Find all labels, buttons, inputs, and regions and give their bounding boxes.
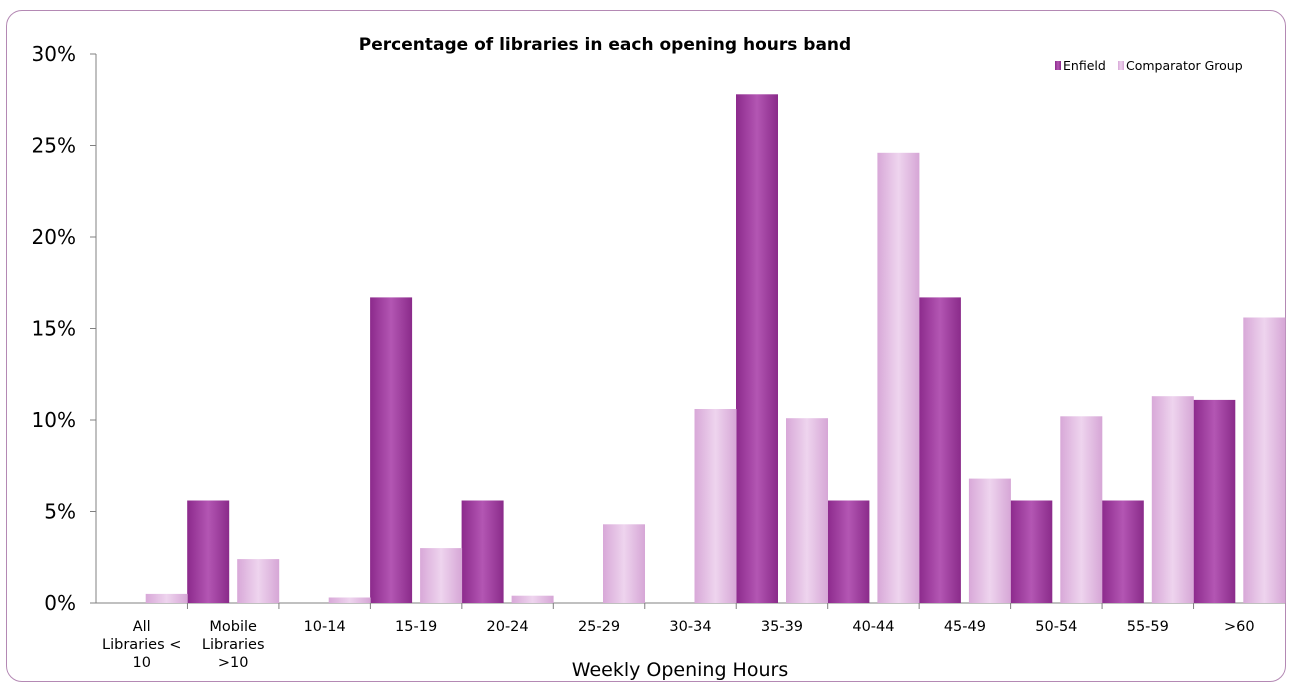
y-tick-label: 20% bbox=[32, 225, 76, 249]
bar-enfield bbox=[1193, 399, 1236, 603]
bar-comparator bbox=[145, 593, 188, 603]
x-category-label: 20-24 bbox=[487, 619, 529, 635]
bar-enfield bbox=[1010, 500, 1053, 603]
x-category-label: 55-59 bbox=[1127, 619, 1169, 635]
bar-enfield bbox=[1101, 500, 1144, 603]
bar-enfield bbox=[461, 500, 504, 603]
x-category-label: 40-44 bbox=[852, 619, 894, 635]
bar-comparator bbox=[511, 595, 554, 603]
y-tick-label: 0% bbox=[44, 591, 76, 615]
legend: Enfield Comparator Group bbox=[1055, 58, 1243, 73]
bar-enfield bbox=[187, 500, 230, 603]
x-axis-categories: All Libraries <10 Mobile Libraries >10 10-14 1… bbox=[102, 603, 1255, 671]
legend-label-comparator: Comparator Group bbox=[1126, 58, 1243, 73]
bar-comparator bbox=[237, 559, 280, 603]
bar-comparator bbox=[1151, 396, 1194, 603]
y-tick-label: 25% bbox=[32, 134, 76, 158]
y-tick-label: 5% bbox=[44, 500, 76, 524]
x-category-label: 30-34 bbox=[669, 619, 711, 635]
x-category-label: >60 bbox=[1224, 619, 1255, 635]
bar-comparator bbox=[1060, 416, 1103, 603]
y-tick-label: 10% bbox=[32, 408, 76, 432]
chart-title: Percentage of libraries in each opening … bbox=[359, 35, 851, 55]
bar-enfield bbox=[370, 297, 413, 603]
y-tick-label: 15% bbox=[32, 317, 76, 341]
legend-swatch-enfield bbox=[1055, 61, 1061, 70]
bar-comparator bbox=[1243, 317, 1286, 603]
bar-comparator bbox=[968, 478, 1011, 603]
x-category-label: 50-54 bbox=[1035, 619, 1077, 635]
bar-enfield bbox=[918, 297, 961, 603]
bar-comparator bbox=[877, 152, 920, 604]
bar-enfield bbox=[827, 500, 870, 603]
bar-enfield bbox=[736, 94, 778, 604]
x-category-label: 25-29 bbox=[578, 619, 620, 635]
x-category-label: 35-39 bbox=[761, 619, 803, 635]
bars bbox=[145, 94, 1286, 604]
y-axis-ticks: 0% 5% 10% 15% 20% 25% 30% bbox=[32, 42, 96, 615]
bar-comparator bbox=[603, 524, 645, 603]
y-tick-label: 30% bbox=[32, 42, 76, 66]
legend-label-enfield: Enfield bbox=[1063, 58, 1106, 73]
bar-comparator bbox=[694, 409, 737, 603]
x-axis-title: Weekly Opening Hours bbox=[572, 659, 788, 681]
legend-swatch-comparator bbox=[1118, 61, 1124, 70]
x-category-label: 10-14 bbox=[304, 619, 346, 635]
x-category-label: 45-49 bbox=[944, 619, 986, 635]
bar-comparator bbox=[420, 548, 463, 603]
bar-comparator bbox=[328, 597, 371, 603]
x-category-label: 15-19 bbox=[395, 619, 437, 635]
bar-comparator bbox=[786, 418, 828, 603]
x-category-label: Mobile Libraries >10 bbox=[202, 619, 265, 671]
x-category-label: All Libraries <10 bbox=[102, 619, 181, 671]
